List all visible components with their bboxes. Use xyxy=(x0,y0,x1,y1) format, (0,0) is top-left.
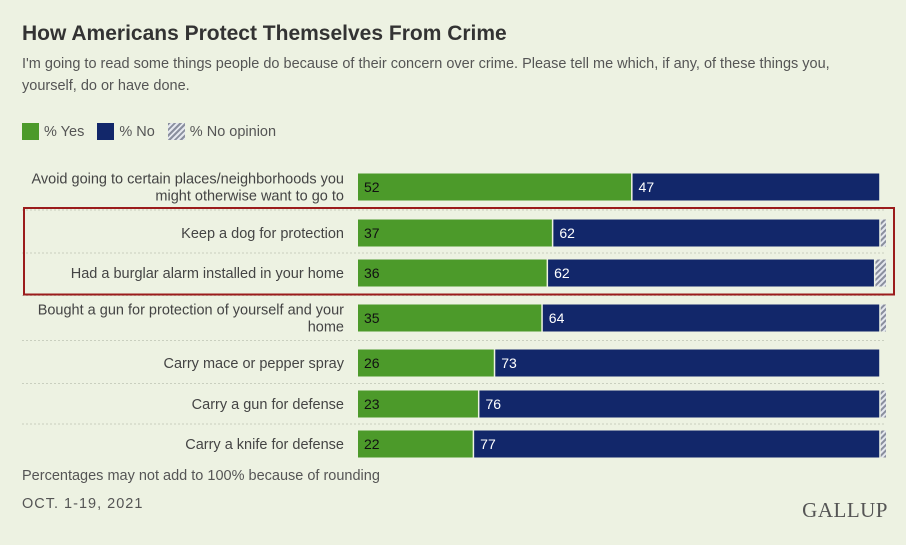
bar-segment xyxy=(358,304,542,332)
legend-label-no: % No xyxy=(119,123,155,140)
bar-segment xyxy=(358,349,494,377)
data-label: 37 xyxy=(364,225,380,241)
legend-swatch-no xyxy=(97,123,115,140)
category-label: Carry a gun for defense xyxy=(192,397,344,413)
legend-item-yes: % Yes xyxy=(22,123,84,140)
category-label: Bought a gun for protection of yourself … xyxy=(38,303,344,319)
data-label: 73 xyxy=(501,355,517,371)
data-label: 64 xyxy=(549,310,565,326)
legend-label-no-opinion: % No opinion xyxy=(189,123,277,140)
bar-segment xyxy=(358,173,632,201)
bar-segment xyxy=(358,390,478,418)
legend: % Yes % No % No opinion xyxy=(22,123,289,140)
bar-segment xyxy=(358,430,473,458)
data-label: 35 xyxy=(364,310,380,326)
category-label: Had a burglar alarm installed in your ho… xyxy=(71,266,344,282)
data-label: 77 xyxy=(480,436,496,452)
category-label: Keep a dog for protection xyxy=(181,226,344,242)
bar-segment xyxy=(880,390,886,418)
footnote: Percentages may not add to 100% because … xyxy=(22,468,380,484)
data-label: 76 xyxy=(485,396,501,412)
bar-segment xyxy=(474,430,880,458)
legend-item-no-opinion: % No opinion xyxy=(167,123,277,140)
category-label: might otherwise want to go to xyxy=(155,189,344,205)
highlight-box xyxy=(23,207,895,296)
category-label: Avoid going to certain places/neighborho… xyxy=(31,172,344,188)
category-label: home xyxy=(308,320,344,336)
bar-segment xyxy=(358,219,552,247)
legend-item-no: % No xyxy=(97,123,155,140)
data-label: 52 xyxy=(364,179,380,195)
bar-segment xyxy=(875,259,886,287)
bar-segment xyxy=(880,219,886,247)
data-label: 62 xyxy=(559,225,575,241)
bar-segment xyxy=(495,349,880,377)
bar-segment xyxy=(542,304,880,332)
bar-segment xyxy=(358,259,547,287)
data-label: 22 xyxy=(364,436,380,452)
legend-swatch-yes xyxy=(22,123,39,140)
bar-segment xyxy=(632,173,880,201)
category-label: Carry mace or pepper spray xyxy=(163,356,344,372)
bar-segment xyxy=(553,219,880,247)
gallup-logo: GALLUP xyxy=(802,498,888,522)
legend-label-yes: % Yes xyxy=(44,123,85,140)
legend-swatch-no-opinion xyxy=(167,123,185,140)
data-label: 36 xyxy=(364,265,380,281)
category-label: Carry a knife for defense xyxy=(185,437,344,453)
data-label: 62 xyxy=(554,265,570,281)
chart-title: How Americans Protect Themselves From Cr… xyxy=(22,22,507,45)
data-label: 47 xyxy=(639,179,655,195)
chart-subtitle: I'm going to read some things people do … xyxy=(22,56,830,94)
survey-date: OCT. 1-19, 2021 xyxy=(22,496,144,512)
bar-segment xyxy=(880,430,886,458)
data-label: 26 xyxy=(364,355,380,371)
data-label: 23 xyxy=(364,396,380,412)
bar-segment xyxy=(880,304,886,332)
bar-segment xyxy=(479,390,880,418)
bar-segment xyxy=(548,259,874,287)
